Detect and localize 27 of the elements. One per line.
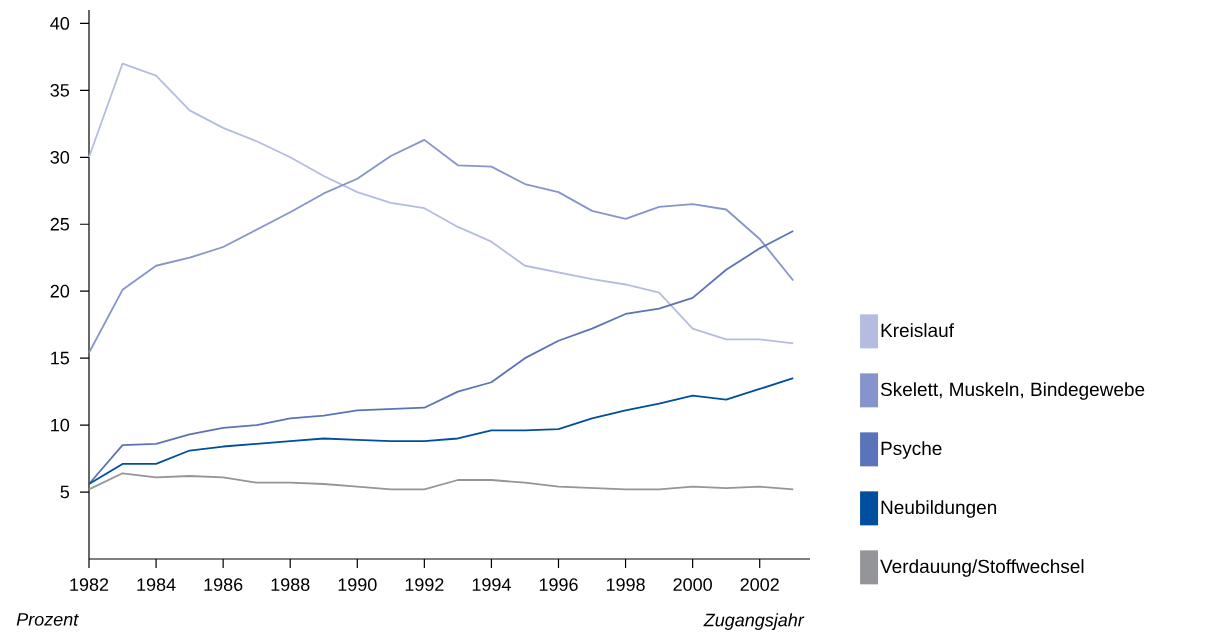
y-tick-label: 10	[51, 418, 70, 432]
y-tick-label: 25	[50, 217, 70, 231]
y-tick-label: 20	[50, 284, 70, 298]
y-axis-title: Prozent	[16, 613, 79, 626]
x-tick-label: 2000	[673, 578, 712, 591]
line-series	[88, 377, 795, 485]
x-tick-label: 1986	[204, 578, 243, 591]
y-tick-label: 30	[50, 150, 70, 164]
x-tick-label: 1984	[137, 578, 176, 591]
y-tick-label: 15	[51, 351, 70, 365]
legend-label: Psyche	[881, 441, 942, 459]
x-tick-label: 1998	[606, 578, 645, 591]
legend-label: Verdauung/Stoffwechsel	[880, 559, 1084, 577]
x-tick-label: 1988	[271, 578, 310, 591]
y-tick-label: 5	[60, 485, 70, 499]
x-tick-label: 1990	[338, 578, 377, 591]
legend-label: Kreislauf	[881, 323, 954, 338]
legend-label: Skelett, Muskeln, Bindegewebe	[880, 382, 1145, 400]
x-axis-title: Zugangsjahr	[703, 613, 805, 630]
x-tick-label: 1982	[70, 578, 109, 591]
x-tick-label: 1994	[472, 578, 511, 591]
x-tick-label: 1992	[405, 578, 444, 591]
y-tick-label: 40	[50, 17, 70, 30]
y-tick-label: 35	[50, 83, 70, 97]
x-tick-label: 1996	[539, 578, 578, 591]
legend-label: Neubildungen	[881, 500, 997, 518]
x-tick-label: 2002	[740, 578, 779, 591]
